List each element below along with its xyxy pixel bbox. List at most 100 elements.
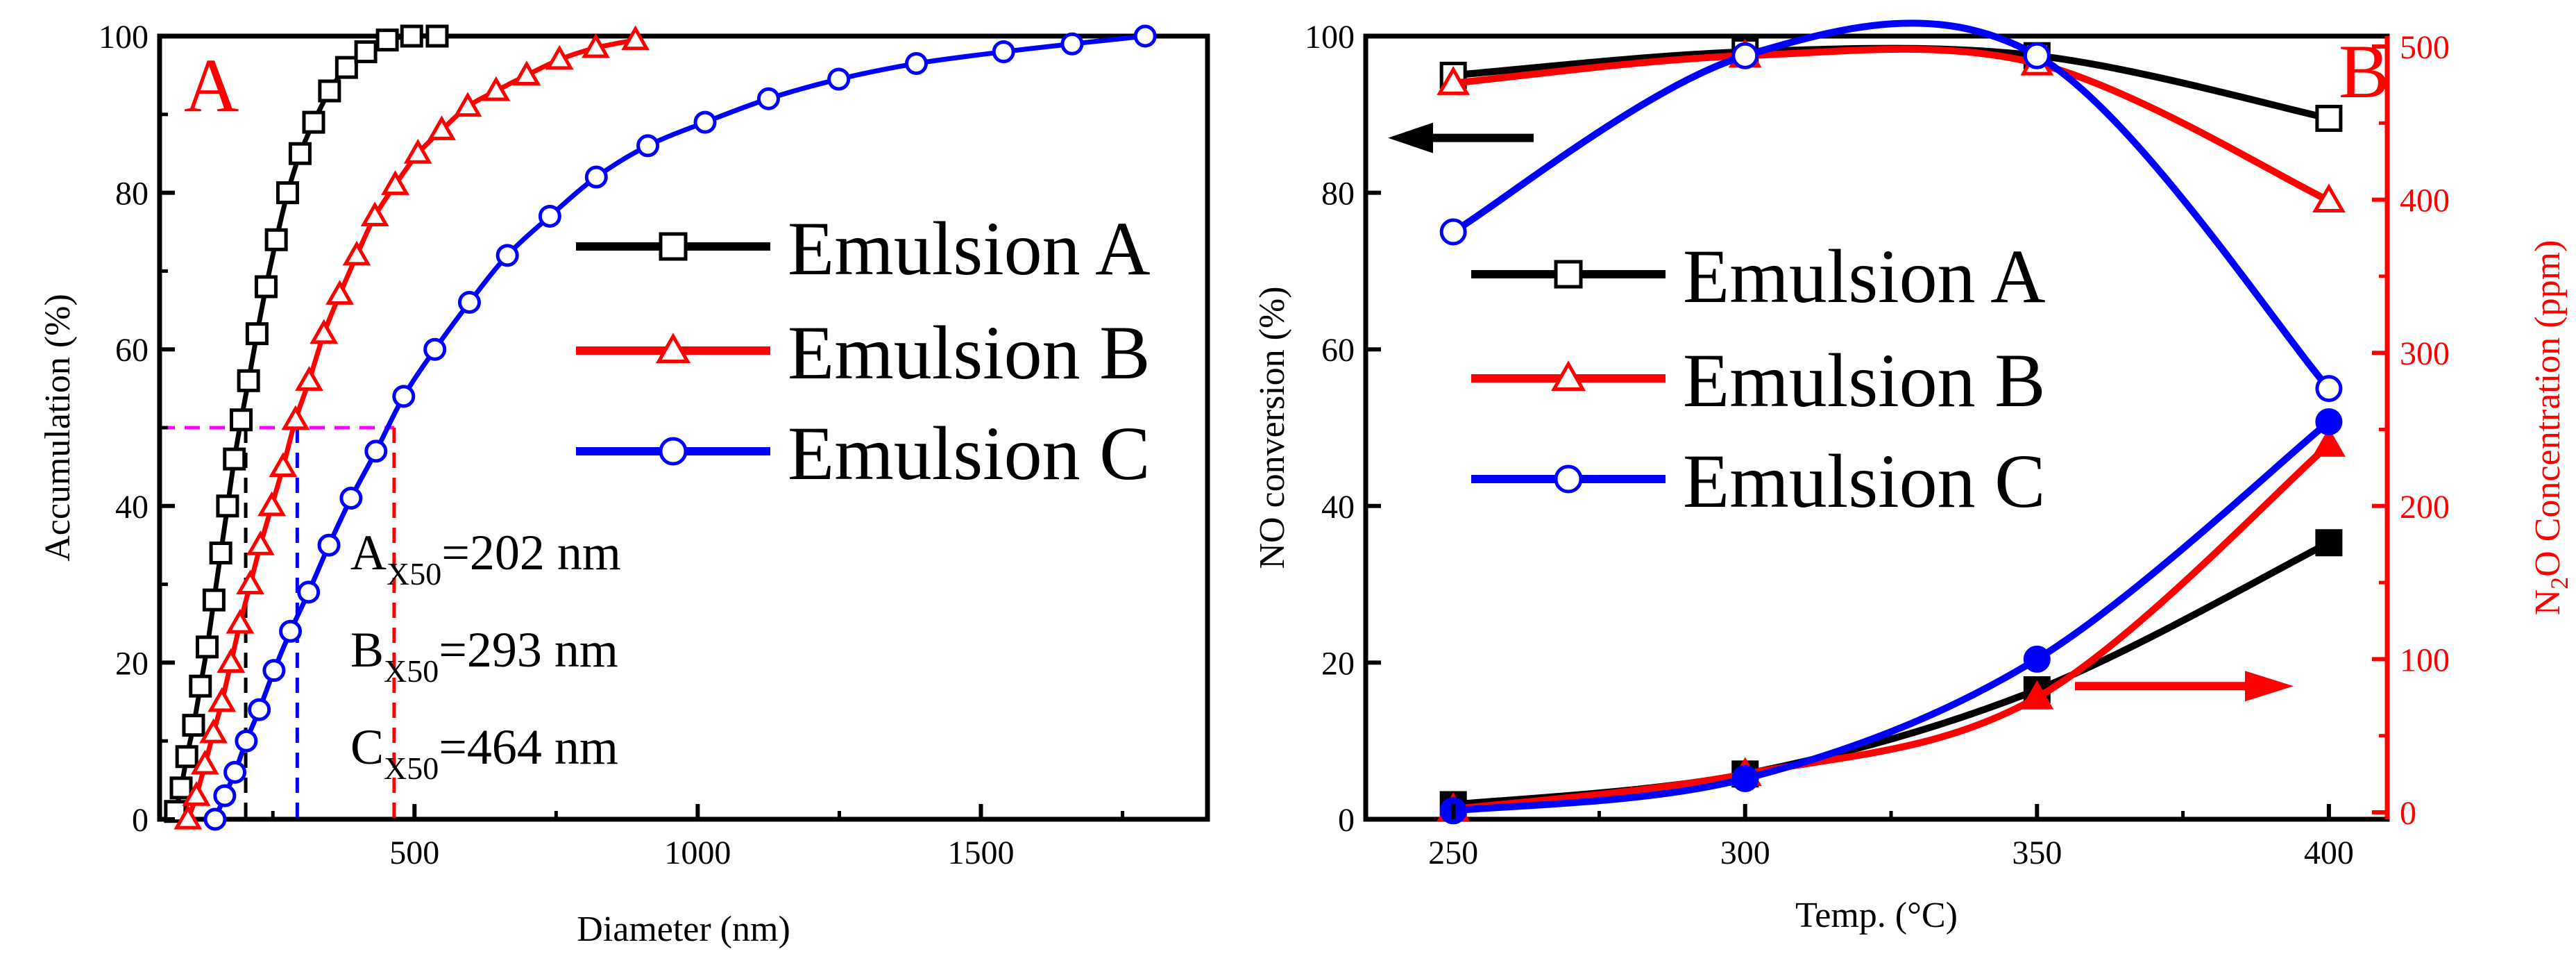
data-point xyxy=(693,110,717,134)
y-left-tick-label: 80 xyxy=(1321,176,1355,212)
legend-label: Emulsion A xyxy=(1683,234,2046,319)
data-point xyxy=(175,745,198,769)
y-right-tick-label: 400 xyxy=(2400,183,2450,219)
y-left-tick-label: 60 xyxy=(1321,332,1355,369)
data-point xyxy=(1731,764,1759,792)
y-right-tick-label: 500 xyxy=(2400,29,2450,66)
x50-annotation: CX50=464 nm xyxy=(350,719,618,786)
data-point xyxy=(2020,680,2054,710)
data-point xyxy=(457,291,481,315)
data-point xyxy=(190,749,219,775)
y-left-tick-label: 20 xyxy=(1321,645,1355,682)
data-point xyxy=(375,28,399,52)
data-point xyxy=(254,275,278,299)
annotation-subscript: X50 xyxy=(387,556,441,592)
data-point xyxy=(235,729,258,753)
data-point xyxy=(237,369,260,392)
y-tick-label: 0 xyxy=(132,802,149,839)
y-tick-label: 100 xyxy=(99,19,149,56)
legend-label: Emulsion A xyxy=(788,206,1151,291)
data-point xyxy=(2023,645,2051,673)
data-point xyxy=(216,494,239,518)
data-point xyxy=(276,181,299,205)
annotation-subscript: X50 xyxy=(384,751,439,786)
y-right-tick-label: 100 xyxy=(2400,642,2450,678)
panel-a-legend: Emulsion A Emulsion B Emulsion C xyxy=(576,206,1151,496)
data-point xyxy=(827,67,851,91)
panel-a-x-axis-title: Diameter (nm) xyxy=(577,910,790,949)
data-point xyxy=(279,619,303,643)
panel-b-legend: Emulsion A Emulsion B Emulsion C xyxy=(1471,234,2046,523)
data-point xyxy=(207,687,237,712)
annotation-letter: C xyxy=(350,719,384,775)
data-point xyxy=(213,784,237,807)
data-point xyxy=(245,322,269,346)
annotation-value: =293 nm xyxy=(439,622,618,678)
legend-marker xyxy=(1550,360,1586,392)
data-point xyxy=(248,698,271,721)
data-point xyxy=(325,280,354,305)
data-point xyxy=(427,115,456,140)
data-point xyxy=(2315,529,2343,557)
series-line xyxy=(1452,45,2331,204)
data-point xyxy=(236,569,265,595)
series-line xyxy=(1451,19,2332,391)
annotation-subscript: X50 xyxy=(384,653,439,689)
data-point xyxy=(342,240,371,266)
data-point xyxy=(288,142,312,165)
x-tick-label: 1000 xyxy=(664,835,731,871)
x-tick-label: 250 xyxy=(1428,835,1478,871)
data-point xyxy=(169,776,193,800)
data-point xyxy=(189,674,212,698)
right-title-part-2: O Concentration (ppm) xyxy=(2528,240,2568,577)
data-point xyxy=(2315,104,2343,132)
data-point xyxy=(173,804,203,830)
data-point xyxy=(392,385,416,408)
data-point xyxy=(1437,66,1471,95)
data-point xyxy=(217,648,246,673)
data-point xyxy=(423,337,447,361)
data-point xyxy=(281,405,310,430)
left-axis-arrow-head xyxy=(1388,122,1433,153)
legend-marker xyxy=(659,232,688,261)
legend-marker xyxy=(655,333,691,364)
panel-b-arrows xyxy=(1388,122,2294,702)
panel-a-plot-frame xyxy=(157,33,1210,822)
right-title-subscript: 2 xyxy=(2545,577,2573,589)
y-left-tick-label: 100 xyxy=(1305,19,1355,56)
data-point xyxy=(584,165,608,189)
series-line xyxy=(1452,419,2332,814)
series-line xyxy=(1452,442,2332,813)
data-point xyxy=(538,204,561,228)
x-tick-label: 1500 xyxy=(948,835,1015,871)
data-point xyxy=(199,718,228,744)
data-point xyxy=(495,244,519,267)
data-point xyxy=(334,56,358,79)
data-point xyxy=(2023,42,2051,69)
panel-a-letter: A xyxy=(184,43,239,128)
panel-b-y-right-axis-title: N2O Concentration (ppm) xyxy=(2528,240,2573,616)
data-point xyxy=(209,541,232,564)
annotation-value: =464 nm xyxy=(439,719,618,775)
data-point xyxy=(360,201,389,227)
x50-annotation: BX50=293 nm xyxy=(350,622,618,689)
right-axis-arrow-head xyxy=(2245,671,2294,702)
data-point xyxy=(1439,218,1467,246)
x50-annotation: AX50=202 nm xyxy=(350,525,621,592)
data-point xyxy=(381,170,409,195)
y-tick-label: 60 xyxy=(115,332,149,369)
data-point xyxy=(636,134,660,158)
annotation-value: =202 nm xyxy=(441,525,621,580)
panel-a-series xyxy=(164,24,1157,831)
legend-marker xyxy=(659,437,688,466)
data-point xyxy=(992,40,1015,64)
series-emulsion-b xyxy=(173,25,650,830)
y-tick-label: 40 xyxy=(115,489,149,526)
data-point xyxy=(354,40,378,64)
data-point xyxy=(425,24,449,48)
data-point xyxy=(269,452,298,477)
data-point xyxy=(904,51,928,75)
data-point xyxy=(262,659,286,682)
data-point xyxy=(202,588,226,612)
